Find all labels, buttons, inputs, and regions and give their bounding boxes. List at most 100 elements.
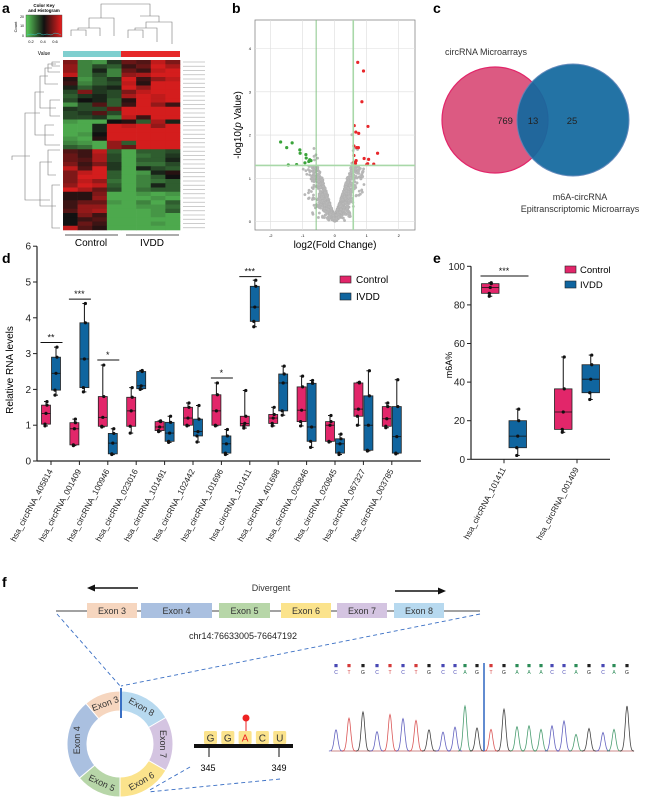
heatmap-cell	[106, 191, 122, 197]
volcano-point-ns	[301, 167, 305, 171]
chromatogram-peak	[496, 707, 512, 752]
color-key-title: Color Key	[33, 3, 55, 8]
box	[363, 395, 374, 451]
data-point	[339, 437, 343, 441]
volcano-point-up	[367, 157, 371, 161]
heatmap-cell	[121, 208, 137, 214]
base-call: T	[489, 670, 492, 676]
heatmap-cell	[121, 166, 137, 171]
heatmap-cell	[106, 111, 122, 116]
data-point	[213, 423, 217, 427]
heatmap-cell	[136, 208, 152, 214]
data-point	[301, 385, 305, 389]
data-point	[301, 374, 305, 378]
data-point	[53, 393, 57, 397]
base-call: A	[574, 670, 578, 676]
heatmap-cell	[63, 111, 78, 116]
motif-bar	[194, 744, 293, 748]
volcano-point-ns	[320, 178, 324, 181]
heatmap-cell	[165, 157, 181, 163]
base-call-marker	[463, 664, 467, 668]
volcano-point-ns	[353, 186, 357, 190]
heatmap-cell	[150, 200, 166, 205]
heatmap-cell	[77, 145, 93, 150]
divergent-label: Divergent	[252, 583, 291, 593]
heatmap-cell	[165, 72, 181, 78]
color-key-xtick: 0.4	[40, 39, 46, 44]
y-tick-label: 20	[454, 416, 466, 427]
heatmap-cell	[63, 157, 78, 163]
volcano-point-down	[285, 146, 289, 150]
heatmap-cell	[92, 123, 108, 129]
data-point	[55, 355, 59, 359]
volcano-point-ns	[334, 217, 338, 221]
heatmap-cell	[165, 102, 181, 108]
heatmap-cell	[92, 60, 108, 65]
heatmap-cell	[121, 81, 137, 86]
heatmap-cell	[106, 174, 122, 180]
data-point	[195, 440, 199, 444]
data-point	[367, 369, 371, 373]
motif-base-box	[273, 731, 287, 744]
color-key-ytick: 10	[20, 24, 24, 28]
motif-base: A	[242, 734, 249, 745]
heatmap-cell	[150, 106, 166, 112]
color-key-subtitle: and Histogram	[28, 8, 60, 13]
volcano-point-up	[362, 156, 366, 161]
heatmap-cell	[92, 136, 108, 142]
chromatogram-peak	[483, 728, 499, 752]
box-ivdd	[51, 345, 61, 397]
data-point	[338, 442, 342, 446]
heatmap-cell	[92, 94, 108, 99]
heatmap-cell	[63, 132, 78, 137]
heatmap-cell	[92, 77, 108, 82]
data-point	[81, 390, 85, 394]
volcano-point-ns	[324, 210, 328, 213]
chromatogram-peak	[581, 727, 597, 752]
chromatogram-peak	[328, 729, 344, 752]
significance-label: *	[220, 368, 224, 378]
heatmap-cell	[165, 140, 181, 146]
data-point	[252, 319, 256, 323]
heatmap-cell	[136, 204, 152, 210]
volcano-point-down	[298, 151, 302, 155]
heatmap-cell	[77, 77, 93, 82]
data-point	[282, 364, 286, 368]
data-point	[270, 421, 274, 426]
data-point	[272, 412, 276, 417]
heatmap-cell	[136, 149, 152, 154]
heatmap-cell	[63, 145, 78, 150]
heatmap-cell	[121, 145, 137, 150]
data-point	[384, 424, 388, 428]
heatmap-cell	[77, 72, 93, 78]
chromatogram-peak	[382, 713, 398, 752]
volcano-ylabel: -log10(p Value)	[233, 91, 244, 159]
heatmap-cell	[121, 162, 137, 167]
data-point	[73, 417, 77, 421]
data-point	[196, 430, 200, 434]
volcano-ytick: 1	[249, 176, 252, 181]
volcano-point-ns	[343, 219, 346, 222]
heatmap-cell	[77, 94, 93, 99]
box-ivdd	[278, 364, 289, 417]
heatmap-cell	[165, 106, 181, 112]
heatmap-cell	[92, 187, 108, 193]
volcano-point-ns	[319, 203, 323, 206]
data-point	[225, 434, 229, 438]
heatmap-cell	[121, 64, 137, 69]
heatmap-cell	[77, 196, 93, 201]
heatmap-cell	[136, 179, 152, 184]
volcano-point-ns	[325, 201, 329, 205]
data-point	[82, 357, 86, 361]
heatmap-cell	[63, 221, 78, 227]
volcano-point-ns	[343, 201, 347, 205]
data-point	[112, 431, 116, 436]
heatmap-cell	[106, 179, 122, 184]
heatmap-cell	[92, 85, 108, 91]
heatmap-cell	[165, 64, 181, 69]
volcano-point-ns	[347, 214, 351, 218]
heatmap-cell	[106, 123, 122, 129]
data-point	[396, 378, 400, 382]
heatmap-cell	[150, 89, 166, 95]
box-control	[268, 405, 279, 428]
